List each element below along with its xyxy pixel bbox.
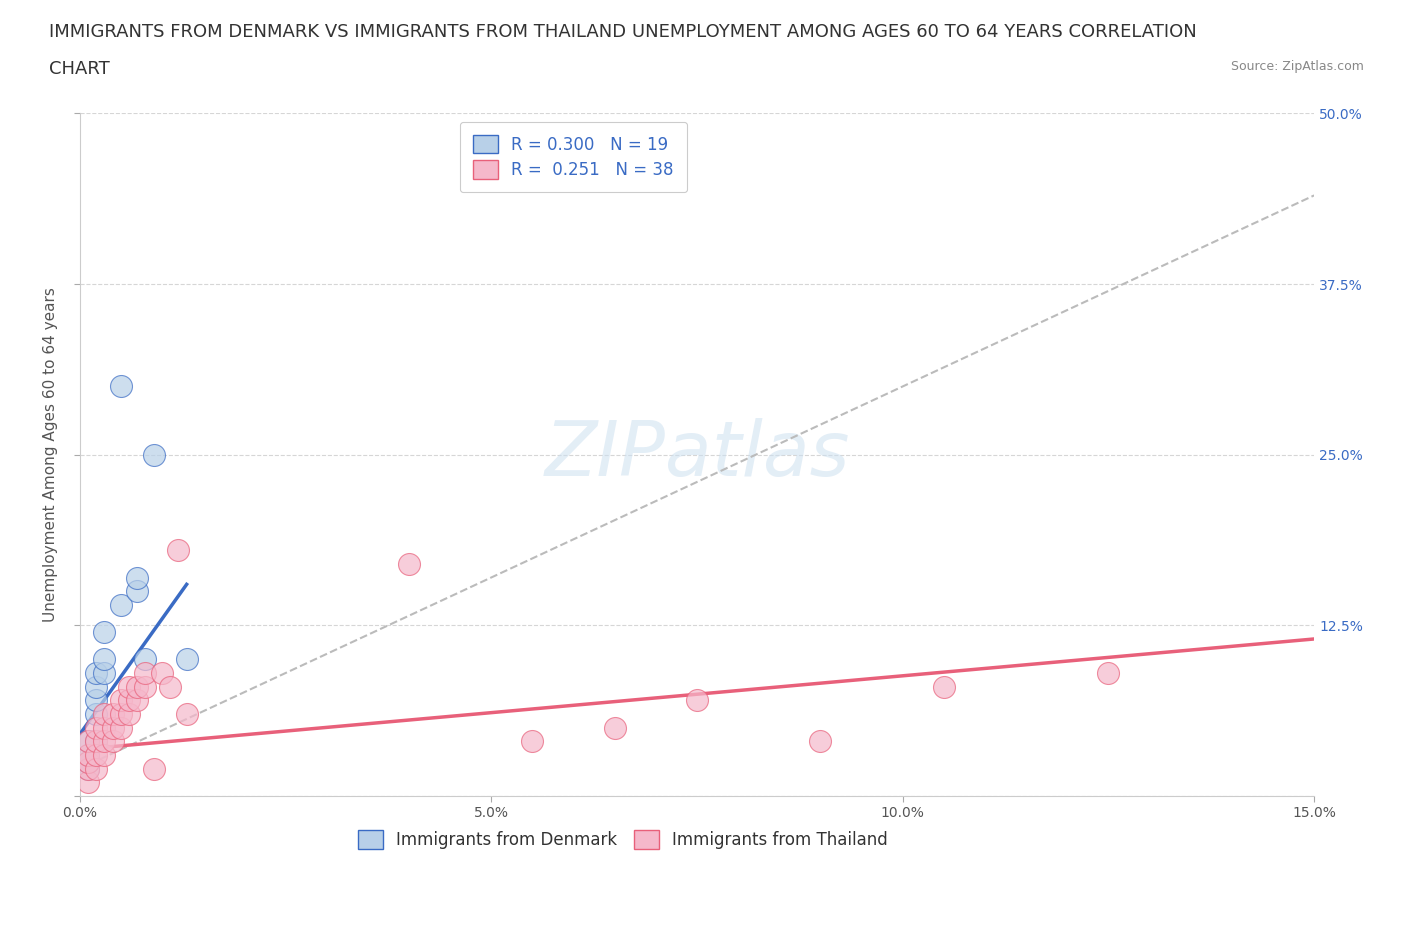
Point [93, 707, 115, 722]
Point [118, 707, 141, 722]
Text: ZIPatlas: ZIPatlas [544, 418, 849, 492]
Point [84, 679, 107, 694]
Point [84, 734, 107, 749]
Point [101, 720, 124, 735]
Point [77, 748, 100, 763]
Point [127, 693, 149, 708]
Point [77, 734, 100, 749]
Point [398, 556, 420, 571]
Point [84, 734, 107, 749]
Point [142, 447, 165, 462]
Point [93, 720, 115, 735]
Point [77, 761, 100, 776]
Point [110, 379, 132, 394]
Point [77, 754, 100, 769]
Point [77, 748, 100, 763]
Point [167, 543, 190, 558]
Y-axis label: Unemployment Among Ages 60 to 64 years: Unemployment Among Ages 60 to 64 years [44, 287, 58, 622]
Point [101, 734, 124, 749]
Point [110, 597, 132, 612]
Point [134, 666, 156, 681]
Point [93, 625, 115, 640]
Point [93, 652, 115, 667]
Point [77, 734, 100, 749]
Point [522, 734, 544, 749]
Point [84, 761, 107, 776]
Point [932, 679, 955, 694]
Point [159, 679, 181, 694]
Point [118, 693, 141, 708]
Point [176, 707, 198, 722]
Point [77, 761, 100, 776]
Point [110, 720, 132, 735]
Point [110, 693, 132, 708]
Point [93, 666, 115, 681]
Point [84, 720, 107, 735]
Point [176, 652, 198, 667]
Point [84, 707, 107, 722]
Legend: Immigrants from Denmark, Immigrants from Thailand: Immigrants from Denmark, Immigrants from… [352, 824, 894, 856]
Text: CHART: CHART [49, 60, 110, 78]
Point [127, 570, 149, 585]
Point [134, 679, 156, 694]
Point [93, 734, 115, 749]
Point [84, 666, 107, 681]
Point [127, 679, 149, 694]
Point [77, 754, 100, 769]
Point [110, 707, 132, 722]
Point [127, 584, 149, 599]
Point [150, 666, 173, 681]
Point [93, 748, 115, 763]
Point [118, 679, 141, 694]
Point [603, 720, 626, 735]
Point [808, 734, 831, 749]
Point [84, 693, 107, 708]
Text: IMMIGRANTS FROM DENMARK VS IMMIGRANTS FROM THAILAND UNEMPLOYMENT AMONG AGES 60 T: IMMIGRANTS FROM DENMARK VS IMMIGRANTS FR… [49, 23, 1197, 41]
Text: Source: ZipAtlas.com: Source: ZipAtlas.com [1230, 60, 1364, 73]
Point [77, 775, 100, 790]
Point [84, 748, 107, 763]
Point [686, 693, 709, 708]
Point [134, 652, 156, 667]
Point [142, 761, 165, 776]
Point [101, 707, 124, 722]
Point [1097, 666, 1119, 681]
